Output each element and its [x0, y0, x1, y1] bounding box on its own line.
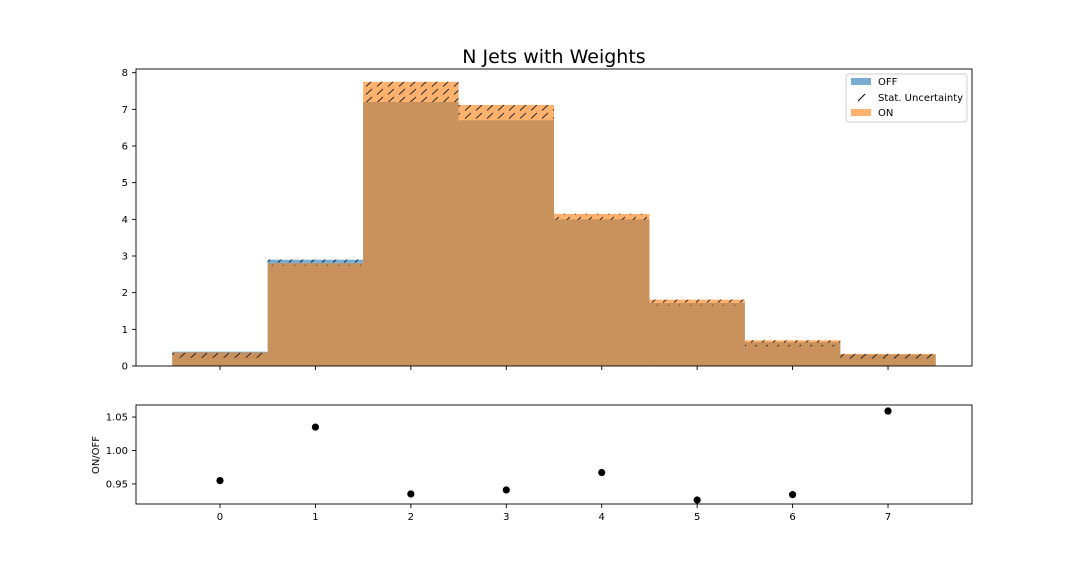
main-y-tick-label: 4 [122, 215, 128, 226]
ratio-point-4 [598, 468, 606, 477]
ratio-point-1 [311, 423, 320, 431]
bar-on-3 [458, 104, 554, 366]
ratio-points [216, 407, 892, 504]
uncertainty-band-3 [458, 104, 554, 121]
bar-on-5 [649, 299, 745, 366]
ratio-point-2 [407, 490, 415, 498]
legend-box [845, 73, 968, 123]
legend-swatch-uncertainty [857, 93, 866, 102]
chart-title: N Jets with Weights [462, 46, 645, 68]
uncertainty-band-1 [267, 259, 364, 266]
histogram-bars [172, 81, 936, 366]
uncertainty-band-6 [744, 340, 841, 347]
ratio-y-tick-label: 0.95 [106, 479, 128, 490]
legend-swatch-off [851, 78, 871, 85]
main-y-tick-label: 3 [122, 252, 128, 263]
uncertainty-band-7 [840, 353, 936, 360]
ratio-y-axis: 0.95 1.00 1.05 [106, 413, 136, 490]
ratio-x-tick-label: 3 [503, 512, 509, 523]
main-y-tick-label: 1 [122, 325, 128, 336]
bar-on-1 [267, 263, 364, 366]
ratio-y-axis-label: ON/OFF [91, 436, 102, 474]
uncertainty-band-5 [649, 299, 745, 306]
ratio-x-tick-label: 2 [408, 512, 414, 523]
main-y-tick-label: 5 [122, 178, 128, 189]
legend-swatch-on [851, 109, 871, 116]
uncertainty-bands [172, 81, 936, 360]
main-plot-frame [135, 68, 973, 367]
ratio-x-axis: 0 1 2 3 4 5 6 7 [217, 504, 891, 523]
ratio-point-3 [502, 486, 510, 494]
bar-on-2 [363, 81, 459, 366]
legend: OFF Stat. Uncertainty ON [845, 73, 968, 123]
main-y-tick-label: 0 [122, 362, 128, 373]
ratio-x-tick-label: 6 [789, 512, 795, 523]
bar-on-4 [554, 213, 650, 366]
ratio-x-tick-label: 0 [217, 512, 223, 523]
ratio-x-tick-label: 7 [885, 512, 891, 523]
ratio-x-tick-label: 1 [312, 512, 318, 523]
ratio-point-0 [216, 476, 224, 485]
ratio-point-7 [884, 407, 892, 415]
main-y-tick-label: 8 [122, 68, 128, 79]
ratio-panel: 0.95 1.00 1.05 0 1 2 3 4 5 6 7 ON/OFF [91, 404, 973, 523]
ratio-y-tick-label: 1.00 [106, 446, 128, 457]
ratio-x-tick-label: 5 [694, 512, 700, 523]
legend-label-on: ON [878, 108, 893, 119]
uncertainty-band-4 [554, 213, 650, 220]
main-y-tick-label: 2 [122, 288, 128, 299]
main-y-axis: 0 1 2 3 4 5 6 7 8 [122, 68, 136, 373]
ratio-point-6 [788, 491, 797, 499]
ratio-x-tick-label: 4 [599, 512, 605, 523]
legend-label-off: OFF [878, 77, 898, 88]
ratio-y-tick-label: 1.05 [106, 413, 128, 424]
main-x-axis [219, 366, 889, 370]
ratio-point-5 [693, 496, 701, 504]
uncertainty-band-2 [363, 81, 459, 102]
main-y-tick-label: 6 [122, 142, 128, 153]
ratio-plot-frame [135, 404, 973, 505]
uncertainty-band-0 [172, 351, 268, 358]
main-y-tick-label: 7 [122, 105, 128, 116]
main-histogram-panel: 0 1 2 3 4 5 6 7 8 [122, 68, 973, 373]
legend-label-uncertainty: Stat. Uncertainty [878, 93, 963, 104]
